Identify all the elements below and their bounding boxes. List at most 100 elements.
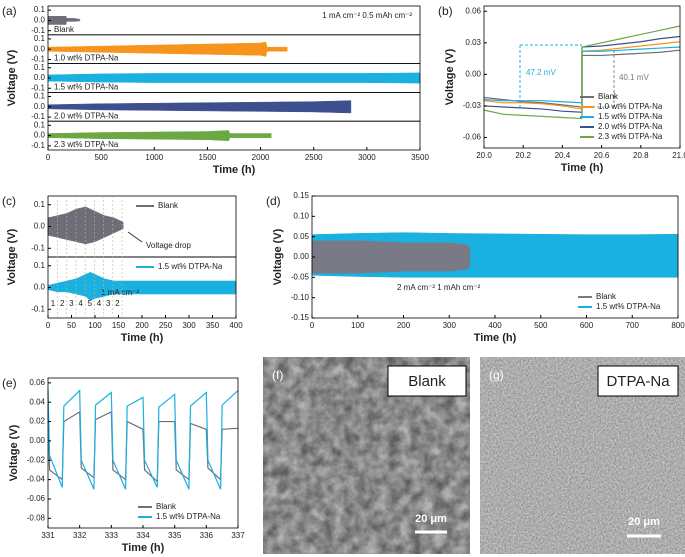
rate-step-label: 2 xyxy=(60,299,65,308)
caption-box xyxy=(387,365,467,397)
x-tick-label: 500 xyxy=(94,153,108,162)
legend-label: 1.5 wt% DTPA-Na xyxy=(156,512,221,521)
y-tick-label: 0.05 xyxy=(293,232,309,241)
legend-label: 1.5 wt% DTPA-Na xyxy=(158,262,223,271)
y-tick-label: 0.06 xyxy=(29,378,45,387)
x-tick-label: 333 xyxy=(105,531,119,540)
x-tick-label: 50 xyxy=(67,321,76,330)
y-tick-label: -0.06 xyxy=(27,494,46,503)
legend-label: Blank xyxy=(598,92,619,101)
voltage-band xyxy=(47,130,272,142)
legend-label: Blank xyxy=(156,502,177,511)
x-tick-label: 1500 xyxy=(199,153,217,162)
x-tick-label: 600 xyxy=(580,321,594,330)
y-tick-label: 0.15 xyxy=(293,191,309,200)
x-axis-label: Time (h) xyxy=(474,332,517,344)
legend-label: 1.5 wt% DTPA-Na xyxy=(596,302,661,311)
x-tick-label: 336 xyxy=(200,531,214,540)
annotation: 47.2 mV xyxy=(526,68,556,77)
rate-step-label: 3 xyxy=(106,299,111,308)
x-tick-label: 21.0 xyxy=(672,151,685,160)
x-tick-label: 100 xyxy=(88,321,102,330)
y-tick-label: -0.15 xyxy=(291,313,310,322)
y-axis-label: Voltage (V) xyxy=(6,49,18,106)
voltage-line xyxy=(47,389,239,490)
series-label: 1.0 wt% DTPA-Na xyxy=(54,54,119,63)
y-tick-label: -0.05 xyxy=(291,272,310,281)
x-tick-label: 250 xyxy=(159,321,173,330)
series-label: 2.3 wt% DTPA-Na xyxy=(54,140,119,149)
x-tick-label: 150 xyxy=(112,321,126,330)
x-axis-label: Time (h) xyxy=(213,164,256,176)
y-tick-label: 0.02 xyxy=(29,417,45,426)
x-tick-label: 0 xyxy=(310,321,315,330)
annotation-arrow xyxy=(519,44,582,107)
y-axis-label: Voltage (V) xyxy=(8,424,20,481)
panel-label: (b) xyxy=(438,4,453,18)
series-label: 1.5 wt% DTPA-Na xyxy=(54,83,119,92)
legend-label: 1.0 wt% DTPA-Na xyxy=(598,102,663,111)
scale-label: 20 μm xyxy=(415,513,447,525)
x-tick-label: 335 xyxy=(168,531,182,540)
x-tick-label: 200 xyxy=(135,321,149,330)
y-tick-label: 0.04 xyxy=(29,397,45,406)
panel-label: (a) xyxy=(2,4,17,18)
voltage-band xyxy=(311,240,471,274)
y-tick-label: 0.1 xyxy=(34,261,46,270)
x-tick-label: 700 xyxy=(626,321,640,330)
y-tick-label: 0.0 xyxy=(34,44,46,53)
y-tick-label: -0.02 xyxy=(27,455,46,464)
sem-image-f: (f) Blank 20 μm xyxy=(263,357,470,554)
y-tick-label: 0.0 xyxy=(34,222,46,231)
x-tick-label: 0 xyxy=(46,153,51,162)
x-tick-label: 300 xyxy=(182,321,196,330)
y-tick-label: 0.1 xyxy=(34,120,46,129)
sem-image-g: (g) DTPA-Na 20 μm xyxy=(480,357,685,554)
y-tick-label: 0.1 xyxy=(34,5,46,14)
y-tick-label: 0.1 xyxy=(34,200,46,209)
y-tick-label: -0.1 xyxy=(31,83,45,92)
series-label: Blank xyxy=(54,25,75,34)
x-tick-label: 3500 xyxy=(411,153,429,162)
x-axis-label: Time (h) xyxy=(122,542,165,554)
y-axis-label: Voltage (V) xyxy=(272,228,284,285)
x-tick-label: 20.0 xyxy=(476,151,492,160)
voltage-band xyxy=(47,206,124,245)
y-tick-label: 0.0 xyxy=(34,102,46,111)
plot-frame xyxy=(483,5,681,149)
y-tick-label: -0.04 xyxy=(27,475,46,484)
x-tick-label: 100 xyxy=(351,321,365,330)
x-tick-label: 20.2 xyxy=(515,151,531,160)
y-tick-label: 0.10 xyxy=(293,211,309,220)
rate-step-label: 1 xyxy=(51,299,56,308)
x-tick-label: 20.8 xyxy=(633,151,649,160)
y-tick-label: 0.06 xyxy=(465,6,481,15)
y-tick-label: -0.1 xyxy=(31,112,45,121)
y-tick-label: 0.0 xyxy=(34,73,46,82)
x-tick-label: 3000 xyxy=(358,153,376,162)
y-tick-label: -0.08 xyxy=(27,513,46,522)
annotation: 2 mA cm⁻² 1 mAh cm⁻² xyxy=(397,283,480,292)
y-tick-label: -0.06 xyxy=(463,133,482,142)
series-label: 2.0 wt% DTPA-Na xyxy=(54,111,119,120)
x-tick-label: 400 xyxy=(488,321,502,330)
image-caption: Blank xyxy=(408,373,446,390)
x-tick-label: 400 xyxy=(229,321,243,330)
y-tick-label: -0.1 xyxy=(31,26,45,35)
y-axis-label: Voltage (V) xyxy=(444,48,456,105)
annotation: 1 mA cm⁻² 0.5 mAh cm⁻² xyxy=(322,11,412,20)
image-caption: DTPA-Na xyxy=(606,373,670,390)
annotation: 1 mA cm⁻² xyxy=(101,288,139,297)
x-tick-label: 337 xyxy=(231,531,245,540)
x-tick-label: 334 xyxy=(136,531,150,540)
y-tick-label: 0.03 xyxy=(465,38,481,47)
x-tick-label: 2000 xyxy=(252,153,270,162)
rate-step-label: 3 xyxy=(69,299,74,308)
y-axis-label: Voltage (V) xyxy=(6,228,18,285)
x-tick-label: 350 xyxy=(206,321,220,330)
legend-label: 2.3 wt% DTPA-Na xyxy=(598,132,663,141)
panel-label: (d) xyxy=(266,194,281,208)
rate-step-label: 2 xyxy=(115,299,120,308)
x-axis-label: Time (h) xyxy=(561,162,604,174)
